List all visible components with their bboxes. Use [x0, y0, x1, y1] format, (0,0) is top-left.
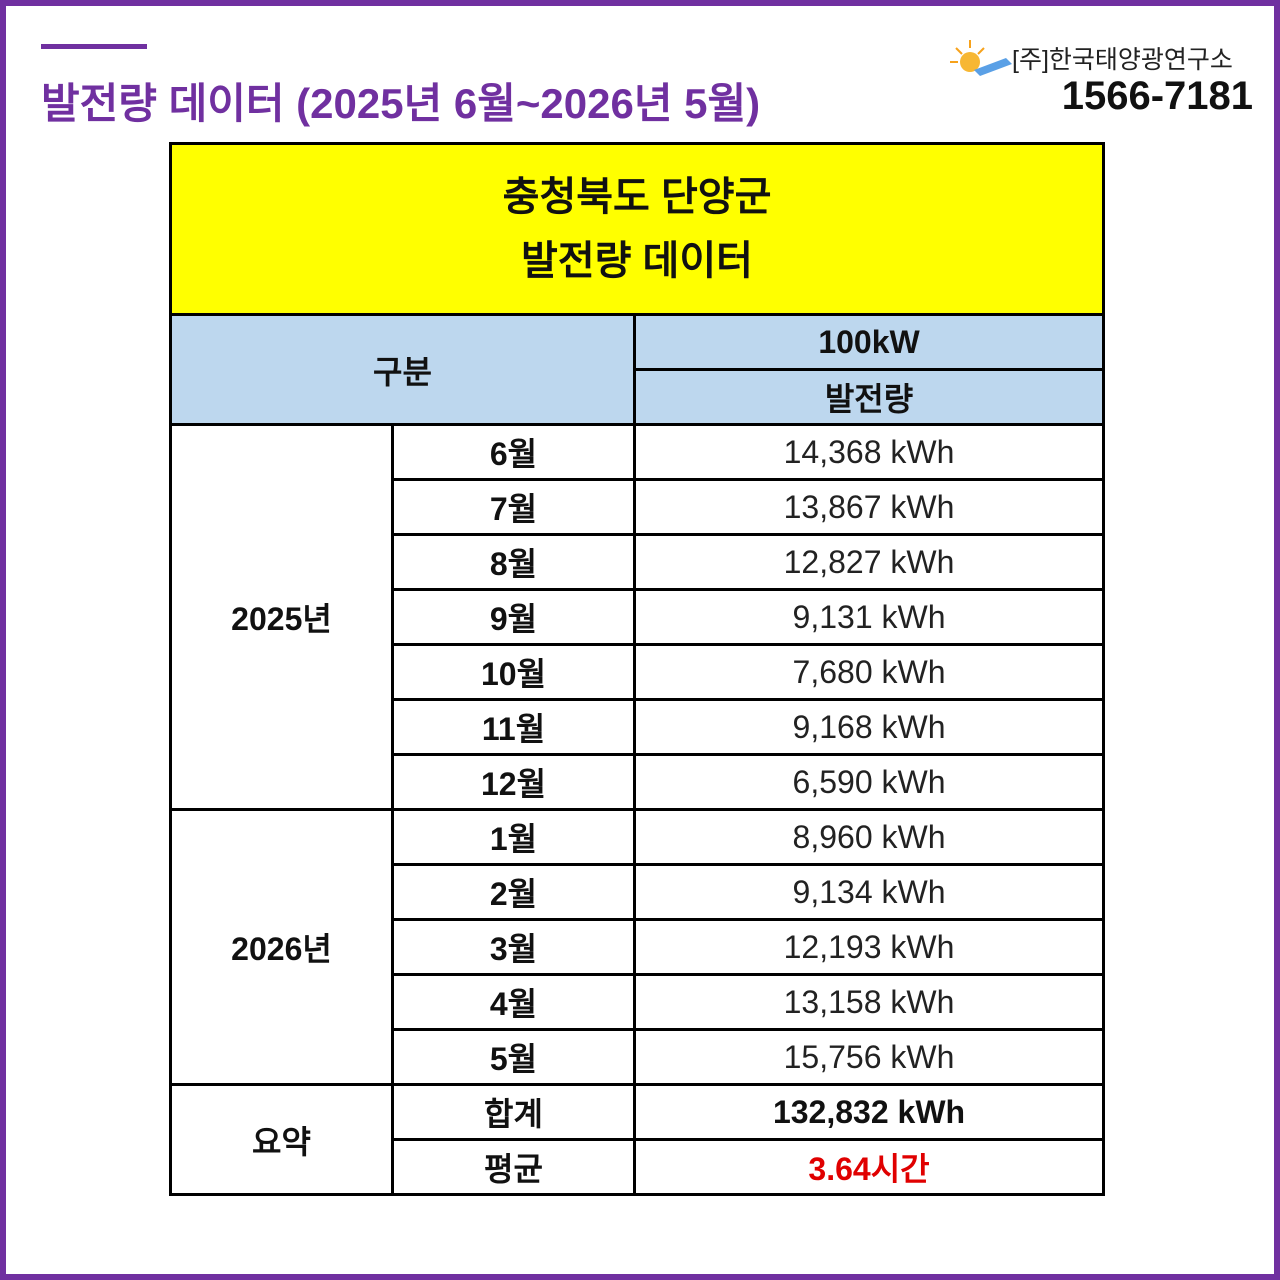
row-value: 6,590 kWh	[632, 753, 1106, 811]
row-value: 14,368 kWh	[632, 423, 1106, 481]
header-row: 구분 100kW	[169, 313, 1106, 426]
data-row: 평균 3.64시간	[171, 1138, 1106, 1196]
row-value: 9,131 kWh	[632, 588, 1106, 646]
row-label: 평균	[391, 1138, 636, 1196]
logo-icon	[950, 40, 1012, 76]
group-label: 요약	[169, 1083, 394, 1196]
data-row: 5월 15,756 kWh	[171, 1028, 1106, 1086]
phone-number: 1566-7181	[1061, 74, 1253, 118]
row-label: 7월	[391, 478, 636, 536]
row-value: 13,867 kWh	[632, 478, 1106, 536]
row-value: 12,827 kWh	[632, 533, 1106, 591]
title-line: 충청북도 단양군	[502, 175, 772, 219]
title-line: 발전량 데이터	[521, 239, 753, 283]
data-row: 2025년 6월 14,368 kWh	[169, 423, 1106, 811]
company-name: [주]한국태양광연구소	[1012, 46, 1233, 74]
data-row: 8월 12,827 kWh	[171, 533, 1106, 591]
data-row: 10월 7,680 kWh	[171, 643, 1106, 701]
title-accent	[41, 44, 147, 49]
row-label: 2월	[391, 863, 636, 921]
row-label: 합계	[391, 1083, 636, 1141]
row-label: 9월	[391, 588, 636, 646]
row-value: 13,158 kWh	[632, 973, 1106, 1031]
data-row: 11월 9,168 kWh	[171, 698, 1106, 756]
data-row: 2월 9,134 kWh	[171, 863, 1106, 921]
row-value: 15,756 kWh	[632, 1028, 1106, 1086]
row-value: 12,193 kWh	[632, 918, 1106, 976]
page-title: 발전량 데이터 (2025년 6월~2026년 5월)	[41, 80, 761, 127]
data-row: 9월 9,131 kWh	[171, 588, 1106, 646]
row-label: 6월	[391, 423, 636, 481]
row-label: 5월	[391, 1028, 636, 1086]
row-value: 7,680 kWh	[632, 643, 1106, 701]
data-row: 4월 13,158 kWh	[171, 973, 1106, 1031]
row-label: 3월	[391, 918, 636, 976]
row-value: 9,134 kWh	[632, 863, 1106, 921]
row-value: 132,832 kWh	[632, 1083, 1106, 1141]
data-row: 7월 13,867 kWh	[171, 478, 1106, 536]
row-value: 9,168 kWh	[632, 698, 1106, 756]
row-value: 3.64시간	[632, 1138, 1106, 1196]
category-header: 구분	[169, 313, 636, 426]
row-label: 4월	[391, 973, 636, 1031]
row-label: 10월	[391, 643, 636, 701]
header-row: 발전량	[171, 368, 1106, 426]
row-label: 11월	[391, 698, 636, 756]
data-row: 12월 6,590 kWh	[171, 753, 1106, 811]
data-row: 요약 합계 132,832 kWh	[169, 1083, 1106, 1196]
group-label: 2026년	[169, 808, 394, 1086]
row-label: 8월	[391, 533, 636, 591]
row-label: 1월	[391, 808, 636, 866]
capacity-header: 100kW	[632, 313, 1106, 371]
group-label: 2025년	[169, 423, 394, 811]
column-header: 발전량	[632, 368, 1106, 426]
data-row: 2026년 1월 8,960 kWh	[169, 808, 1106, 1086]
data-row: 3월 12,193 kWh	[171, 918, 1106, 976]
row-label: 12월	[391, 753, 636, 811]
row-value: 8,960 kWh	[632, 808, 1106, 866]
